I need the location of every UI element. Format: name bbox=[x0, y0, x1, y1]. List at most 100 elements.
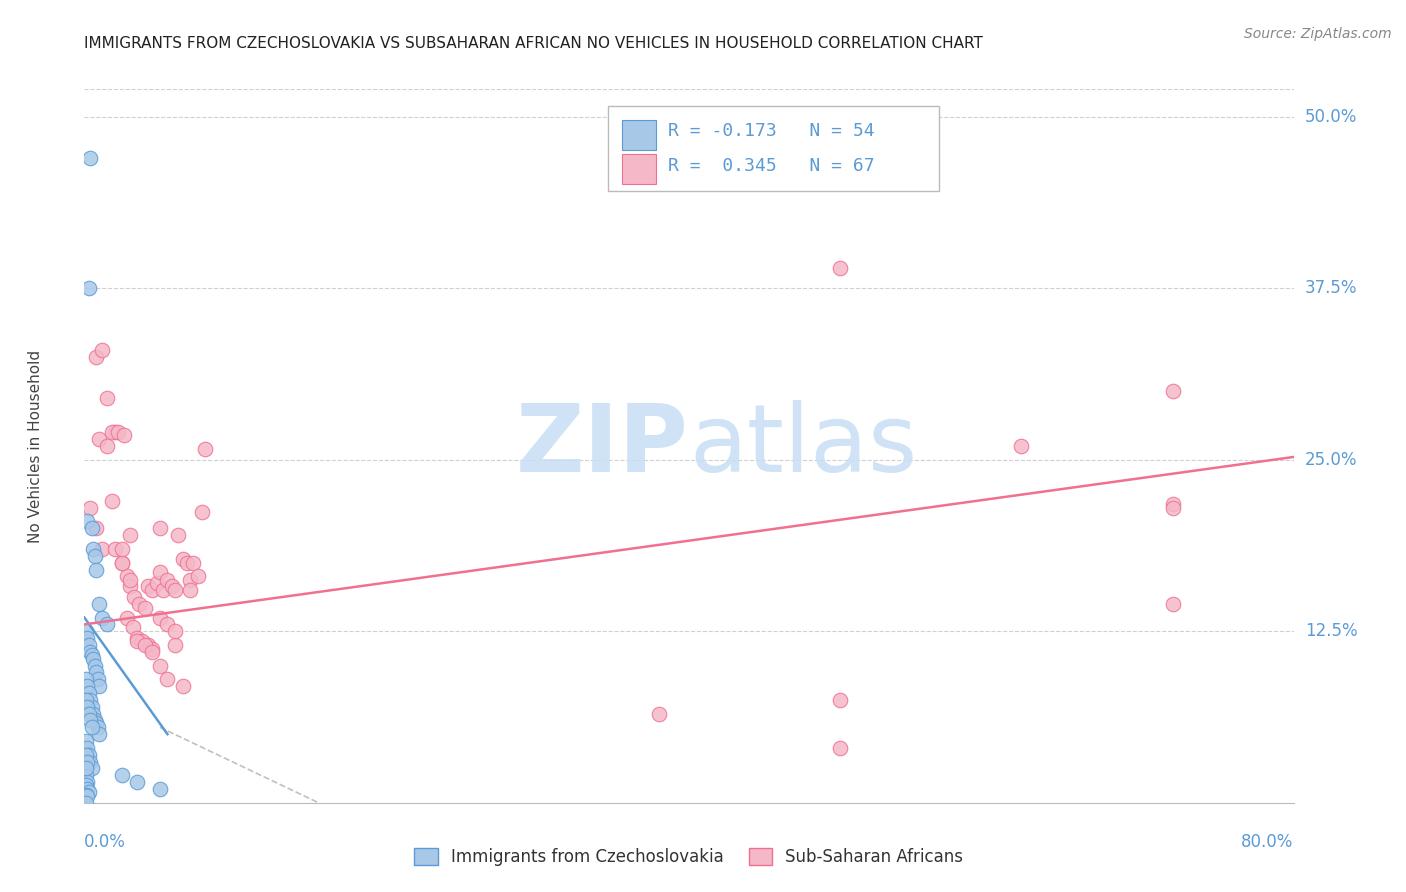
Point bbox=[80, 699, 103, 714]
Point bbox=[165, 583, 187, 598]
Point bbox=[149, 782, 172, 797]
Point bbox=[107, 425, 129, 440]
Point bbox=[82, 651, 104, 665]
Text: No Vehicles in Household: No Vehicles in Household bbox=[28, 350, 44, 542]
Point bbox=[118, 528, 141, 542]
Point bbox=[118, 579, 141, 593]
Point bbox=[187, 569, 209, 583]
Point bbox=[194, 442, 217, 456]
Point bbox=[89, 679, 111, 693]
Point bbox=[79, 151, 101, 165]
Point bbox=[76, 740, 98, 755]
Point bbox=[146, 576, 169, 591]
Point bbox=[77, 686, 100, 700]
Point bbox=[191, 505, 214, 519]
Point bbox=[91, 343, 114, 357]
Point bbox=[79, 714, 101, 728]
Point bbox=[830, 693, 852, 707]
Point bbox=[75, 778, 97, 792]
Point bbox=[84, 549, 107, 563]
Text: Source: ZipAtlas.com: Source: ZipAtlas.com bbox=[1244, 27, 1392, 41]
Point bbox=[111, 768, 134, 782]
FancyBboxPatch shape bbox=[623, 120, 657, 150]
Point bbox=[830, 260, 852, 275]
Point bbox=[76, 755, 98, 769]
Point bbox=[1161, 597, 1184, 611]
Point bbox=[79, 500, 101, 515]
Point bbox=[80, 521, 103, 535]
Point bbox=[165, 638, 187, 652]
Point bbox=[648, 706, 671, 721]
Point bbox=[82, 541, 104, 556]
Point bbox=[115, 569, 138, 583]
Point bbox=[128, 597, 150, 611]
Point bbox=[75, 624, 97, 639]
Point bbox=[156, 617, 179, 632]
Point bbox=[115, 610, 138, 624]
Point bbox=[141, 642, 163, 657]
Point bbox=[122, 590, 145, 604]
Point bbox=[86, 350, 108, 364]
Point bbox=[165, 624, 187, 639]
Point bbox=[91, 610, 114, 624]
Point bbox=[96, 391, 118, 405]
Point bbox=[152, 583, 174, 598]
Point bbox=[77, 281, 100, 295]
Point bbox=[111, 556, 134, 570]
Point bbox=[1161, 497, 1184, 511]
Text: IMMIGRANTS FROM CZECHOSLOVAKIA VS SUBSAHARAN AFRICAN NO VEHICLES IN HOUSEHOLD CO: IMMIGRANTS FROM CZECHOSLOVAKIA VS SUBSAH… bbox=[84, 36, 983, 51]
Point bbox=[86, 562, 108, 576]
Point bbox=[136, 579, 159, 593]
Point bbox=[1011, 439, 1033, 453]
Point bbox=[111, 541, 134, 556]
Point bbox=[181, 556, 204, 570]
Point bbox=[75, 734, 97, 748]
Point bbox=[86, 665, 108, 680]
Point bbox=[75, 693, 97, 707]
Point bbox=[79, 645, 101, 659]
Text: R =  0.345   N = 67: R = 0.345 N = 67 bbox=[668, 157, 875, 175]
Text: 25.0%: 25.0% bbox=[1305, 450, 1357, 468]
Point bbox=[76, 515, 98, 529]
Point bbox=[80, 762, 103, 776]
Point bbox=[149, 566, 172, 580]
Point bbox=[76, 699, 98, 714]
Legend: Immigrants from Czechoslovakia, Sub-Saharan Africans: Immigrants from Czechoslovakia, Sub-Saha… bbox=[408, 841, 970, 873]
Point bbox=[77, 747, 100, 762]
Point bbox=[76, 631, 98, 645]
Point bbox=[86, 716, 108, 731]
Point bbox=[179, 574, 201, 588]
Point bbox=[104, 425, 127, 440]
Point bbox=[75, 788, 97, 802]
Point bbox=[179, 583, 201, 598]
Text: R = -0.173   N = 54: R = -0.173 N = 54 bbox=[668, 121, 875, 139]
Point bbox=[80, 648, 103, 662]
Point bbox=[86, 521, 108, 535]
Point bbox=[167, 528, 190, 542]
FancyBboxPatch shape bbox=[607, 105, 939, 191]
FancyBboxPatch shape bbox=[623, 154, 657, 184]
Point bbox=[127, 631, 149, 645]
Point bbox=[89, 432, 111, 446]
Point bbox=[176, 556, 198, 570]
Point bbox=[75, 768, 97, 782]
Point bbox=[75, 762, 97, 776]
Point bbox=[75, 673, 97, 687]
Point bbox=[172, 551, 194, 566]
Text: ZIP: ZIP bbox=[516, 400, 689, 492]
Point bbox=[111, 556, 134, 570]
Point bbox=[96, 439, 118, 453]
Point bbox=[100, 494, 122, 508]
Point bbox=[136, 638, 159, 652]
Point bbox=[121, 620, 143, 634]
Point bbox=[172, 679, 194, 693]
Point bbox=[141, 583, 163, 598]
Point bbox=[156, 673, 179, 687]
Point bbox=[75, 747, 97, 762]
Text: 50.0%: 50.0% bbox=[1305, 108, 1357, 126]
Point bbox=[82, 706, 104, 721]
Point bbox=[77, 706, 100, 721]
Point bbox=[127, 633, 149, 648]
Point bbox=[134, 638, 156, 652]
Point bbox=[76, 782, 98, 797]
